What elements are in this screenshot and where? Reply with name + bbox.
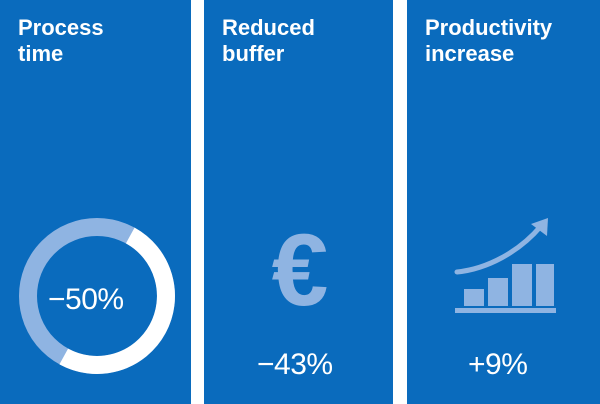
reduced-buffer-panel: Reduced buffer € −43% xyxy=(204,0,393,404)
productivity-increase-panel: Productivity increase +9% xyxy=(407,0,600,404)
chart-bar-3 xyxy=(512,264,532,306)
growth-chart-icon xyxy=(454,218,556,313)
panel-title-line1: Process xyxy=(18,15,104,40)
productivity-value: +9% xyxy=(468,348,528,381)
reduced-buffer-value: −43% xyxy=(257,348,333,381)
donut-progress-icon xyxy=(19,218,175,374)
panel-title: Process time xyxy=(18,15,104,67)
panel-title-line2: increase xyxy=(425,41,515,66)
process-time-value: −50% xyxy=(48,283,124,316)
panel-title-line1: Reduced xyxy=(222,15,315,40)
panel-title-line2: buffer xyxy=(222,41,285,66)
chart-bar-1 xyxy=(464,289,484,306)
chart-baseline xyxy=(455,308,556,313)
chart-bar-4 xyxy=(536,264,554,306)
panel-title-line1: Productivity xyxy=(425,15,553,40)
donut-progress-arc xyxy=(59,227,175,374)
trend-arrow-line xyxy=(454,223,544,275)
panel-title: Reduced buffer xyxy=(222,15,315,67)
panel-title-line2: time xyxy=(18,41,64,66)
chart-bar-2 xyxy=(488,278,508,306)
trend-arrowhead xyxy=(531,218,548,236)
euro-icon: € xyxy=(271,213,329,327)
process-time-panel: Process time −50% xyxy=(0,0,191,404)
panel-title: Productivity increase xyxy=(425,15,552,67)
